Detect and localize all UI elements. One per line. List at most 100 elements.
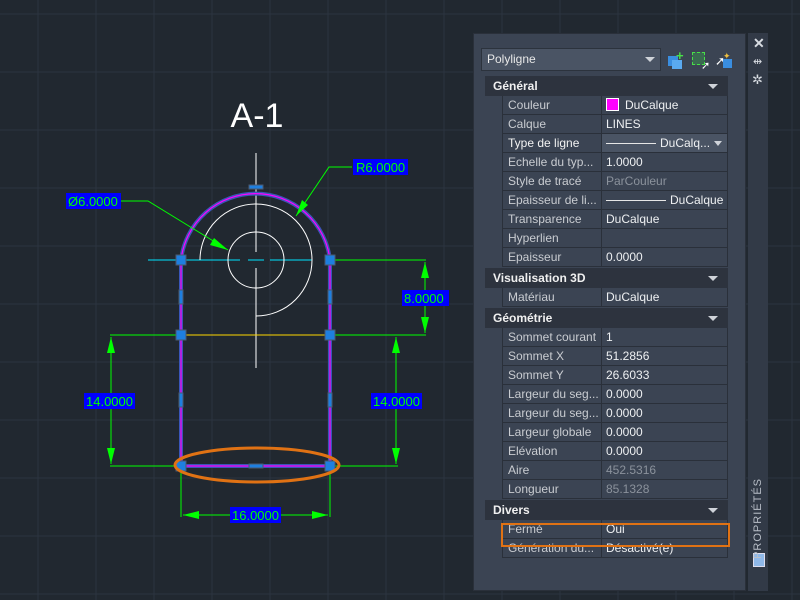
quick-select-icon[interactable]: ➚	[691, 51, 710, 72]
autohide-icon[interactable]: ⇹	[753, 56, 763, 68]
grips[interactable]	[175, 184, 336, 472]
property-value-text: 452.5316	[606, 463, 657, 477]
property-value[interactable]: 0.0000	[602, 423, 728, 441]
property-name: Transparence	[502, 210, 602, 228]
property-name: Hyperlien	[502, 229, 602, 247]
property-row[interactable]: Aire 452.5316	[502, 461, 728, 480]
property-value[interactable]: 85.1328	[602, 480, 728, 498]
property-row[interactable]: Largeur du seg... 0.0000	[502, 404, 728, 423]
property-value[interactable]: ParCouleur	[602, 172, 728, 190]
property-row[interactable]: Epaisseur 0.0000	[502, 248, 728, 267]
settings-icon[interactable]: ✲	[752, 72, 763, 87]
property-name: Matériau	[502, 288, 602, 306]
property-name: Elévation	[502, 442, 602, 460]
dim-height-left: 14.0000	[86, 394, 133, 409]
property-name: Calque	[502, 115, 602, 133]
property-row[interactable]: Calque LINES	[502, 115, 728, 134]
property-name: Style de tracé	[502, 172, 602, 190]
property-value-text: DuCalq...	[660, 136, 711, 150]
property-value-text: DuCalque	[606, 212, 660, 226]
property-row[interactable]: Type de ligne DuCalq...	[502, 134, 728, 153]
property-value-text: DuCalque	[625, 98, 679, 112]
property-row[interactable]: Sommet X 51.2856	[502, 347, 728, 366]
property-value[interactable]: Oui	[602, 520, 728, 538]
property-row[interactable]: Transparence DuCalque	[502, 210, 728, 229]
property-value-text: 1.0000	[606, 155, 643, 169]
property-value-text: 0.0000	[606, 387, 643, 401]
property-value[interactable]: DuCalque	[602, 191, 728, 209]
property-value[interactable]	[602, 229, 728, 247]
properties-panel: Polyligne + ➚ ➚ ✦ Général Couleur DuCalque C…	[473, 33, 746, 591]
property-value[interactable]: LINES	[602, 115, 728, 133]
property-value[interactable]: DuCalque	[602, 210, 728, 228]
property-row[interactable]: Sommet courant 1	[502, 328, 728, 347]
property-value-text: 1	[606, 330, 613, 344]
property-row[interactable]: Longueur 85.1328	[502, 480, 728, 499]
property-row[interactable]: Epaisseur de li... DuCalque	[502, 191, 728, 210]
dim-height-upper: 8.0000	[404, 291, 444, 306]
category-label: Général	[493, 79, 538, 93]
dim-radius: R6.0000	[356, 160, 405, 175]
property-row[interactable]: Echelle du typ... 1.0000	[502, 153, 728, 172]
inner-arc	[199, 203, 313, 317]
property-name: Couleur	[502, 96, 602, 114]
property-name: Largeur du seg...	[502, 385, 602, 403]
property-value-text: Désactivé(e)	[606, 541, 674, 555]
property-value[interactable]: DuCalq...	[602, 134, 728, 152]
property-name: Sommet X	[502, 347, 602, 365]
hole-circle	[227, 231, 285, 289]
property-value[interactable]: DuCalque	[602, 288, 728, 306]
property-row[interactable]: Style de tracé ParCouleur	[502, 172, 728, 191]
linetype-preview	[606, 143, 656, 144]
property-row[interactable]: Couleur DuCalque	[502, 96, 728, 115]
object-type-select[interactable]: Polyligne	[481, 48, 661, 71]
category-header[interactable]: Géométrie	[485, 308, 728, 328]
property-value-text: 0.0000	[606, 406, 643, 420]
property-row[interactable]: Matériau DuCalque	[502, 288, 728, 307]
property-row[interactable]: Génération du... Désactivé(e)	[502, 539, 728, 558]
property-row[interactable]: Sommet Y 26.6033	[502, 366, 728, 385]
property-value-text: ParCouleur	[606, 174, 667, 188]
chevron-down-icon	[645, 57, 655, 62]
chevron-down-icon	[708, 316, 718, 321]
toggle-pickadd-icon[interactable]: ➚ ✦	[715, 50, 732, 68]
construction-geometry	[199, 153, 313, 368]
property-value[interactable]: 0.0000	[602, 404, 728, 422]
chevron-down-icon	[708, 276, 718, 281]
property-value[interactable]: 0.0000	[602, 442, 728, 460]
property-name: Largeur du seg...	[502, 404, 602, 422]
property-row[interactable]: Elévation 0.0000	[502, 442, 728, 461]
property-value[interactable]: 1	[602, 328, 728, 346]
category-header[interactable]: Divers	[485, 500, 728, 520]
property-row[interactable]: Fermé Oui	[502, 520, 728, 539]
close-icon[interactable]: ✕	[753, 35, 765, 51]
lineweight-preview	[606, 200, 666, 201]
category-header[interactable]: Général	[485, 76, 728, 96]
property-value[interactable]: 1.0000	[602, 153, 728, 171]
property-value-text: DuCalque	[670, 193, 724, 207]
property-row[interactable]: Largeur globale 0.0000	[502, 423, 728, 442]
property-name: Génération du...	[502, 539, 602, 557]
dim-width: 16.0000	[232, 508, 279, 523]
property-value[interactable]: 0.0000	[602, 248, 728, 266]
chevron-down-icon	[714, 141, 722, 146]
category-header[interactable]: Visualisation 3D	[485, 268, 728, 288]
panel-side-strip: ✕ ⇹ ✲	[748, 33, 768, 591]
property-name: Sommet courant	[502, 328, 602, 346]
property-name: Type de ligne	[502, 134, 602, 152]
property-value-text: Oui	[606, 522, 625, 536]
property-row[interactable]: Largeur du seg... 0.0000	[502, 385, 728, 404]
property-value[interactable]: 452.5316	[602, 461, 728, 479]
property-row[interactable]: Hyperlien	[502, 229, 728, 248]
property-value[interactable]: Désactivé(e)	[602, 539, 728, 557]
property-value[interactable]: 51.2856	[602, 347, 728, 365]
property-value-text: 0.0000	[606, 250, 643, 264]
add-selection-icon[interactable]: +	[667, 49, 685, 69]
property-value[interactable]: 26.6033	[602, 366, 728, 384]
property-name: Longueur	[502, 480, 602, 498]
dimension-arrows	[107, 200, 429, 519]
property-value[interactable]: DuCalque	[602, 96, 728, 114]
property-value[interactable]: 0.0000	[602, 385, 728, 403]
property-name: Sommet Y	[502, 366, 602, 384]
property-name: Aire	[502, 461, 602, 479]
